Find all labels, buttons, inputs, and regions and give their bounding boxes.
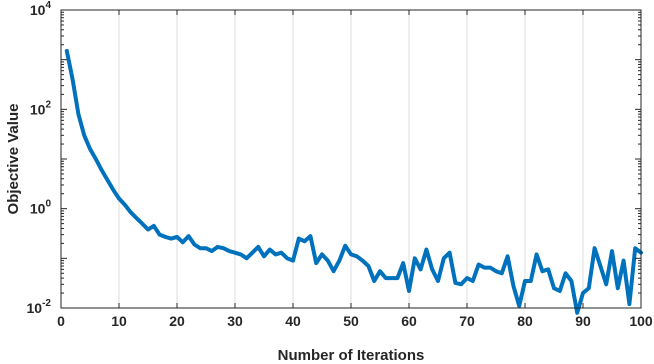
x-tick-label: 20 [169, 313, 185, 329]
x-tick-label: 10 [111, 313, 127, 329]
x-tick-labels: 0 10 20 30 40 50 60 70 80 90 100 [57, 313, 653, 329]
y-tick-label: 100 [30, 199, 52, 217]
x-tick-label: 30 [227, 313, 243, 329]
x-tick-label: 90 [575, 313, 591, 329]
x-tick-label: 50 [343, 313, 359, 329]
x-tick-label: 100 [629, 313, 653, 329]
x-tick-label: 70 [459, 313, 475, 329]
vertical-gridlines [118, 10, 584, 308]
y-tick-label: 102 [30, 99, 52, 117]
x-tick-label: 80 [517, 313, 533, 329]
x-tick-label: 0 [57, 313, 65, 329]
x-tick-label: 40 [285, 313, 301, 329]
axis-ticks [60, 9, 642, 309]
x-tick-label: 60 [401, 313, 417, 329]
y-tick-labels: 10-2 100 102 104 [27, 0, 52, 316]
y-tick-label: 104 [30, 0, 52, 18]
y-axis-label: Objective Value [5, 104, 22, 215]
x-axis-label: Number of Iterations [278, 347, 425, 364]
objective-value-line [64, 48, 643, 315]
y-tick-label: 10-2 [27, 298, 52, 316]
